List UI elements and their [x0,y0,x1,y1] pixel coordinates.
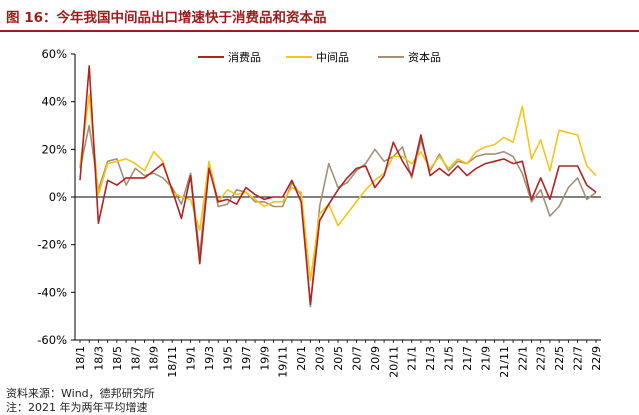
y-tick-label: 40% [41,95,67,109]
x-tick-label: 19/7 [240,346,253,371]
x-tick-label: 18/9 [148,346,161,371]
x-tick-label: 22/7 [572,346,585,371]
figure-title: 图 16：今年我国中间品出口增速快于消费品和资本品 [6,10,327,26]
x-tick-label: 19/1 [185,346,198,371]
source-note: 资料来源：Wind，德邦研究所 [6,387,155,400]
x-tick-label: 19/9 [258,346,271,371]
x-tick-label: 19/11 [277,346,290,378]
legend-label: 资本品 [408,50,441,64]
chart-series [79,65,597,308]
x-tick-label: 21/5 [443,346,456,371]
chart-axes: -60% -40% -20% 0% 20% 40% 60% 18/1 18/3 18/5 18/7 1… [37,47,603,378]
x-tick-label: 21/7 [461,346,474,371]
x-tick-label: 18/7 [129,346,142,371]
y-tick-label: -60% [37,333,67,347]
legend-label: 中间品 [316,51,349,64]
x-tick-label: 22/1 [516,346,529,371]
x-tick-label: 20/3 [314,346,327,371]
x-tick-label: 21/11 [498,346,511,378]
x-tick-label: 20/1 [295,346,308,371]
x-tick-label: 22/3 [535,346,548,371]
x-tick-label: 19/5 [221,346,234,371]
y-tick-label: 0% [49,190,67,204]
footnote: 注：2021 年为两年平均增速 [6,401,148,414]
x-tick-label: 18/5 [111,346,124,371]
series-line-0 [79,65,597,306]
chart-legend: 消费品 中间品 资本品 [198,50,441,64]
y-tick-label: -20% [37,238,67,252]
x-tick-label: 22/9 [590,346,603,371]
x-tick-label: 20/9 [369,346,382,371]
series-line-2 [79,124,597,308]
line-chart: -60% -40% -20% 0% 20% 40% 60% 18/1 18/3 18/5 18/7 1… [37,47,603,378]
legend-label: 消费品 [228,50,261,64]
x-tick-label: 20/7 [350,346,363,371]
x-tick-label: 18/11 [166,346,179,378]
y-tick-label: -40% [37,285,67,299]
x-tick-label: 21/1 [406,346,419,371]
x-tick-label: 20/11 [387,346,400,378]
y-tick-label: 20% [41,142,67,156]
x-tick-label: 21/9 [479,346,492,371]
x-tick-label: 20/5 [332,346,345,371]
y-tick-label: 60% [41,47,67,61]
x-tick-label: 21/3 [424,346,437,371]
x-tick-label: 18/3 [92,346,105,371]
x-tick-label: 22/5 [553,346,566,371]
x-tick-label: 19/3 [203,346,216,371]
title-divider [0,30,639,32]
x-tick-label: 18/1 [74,346,87,371]
